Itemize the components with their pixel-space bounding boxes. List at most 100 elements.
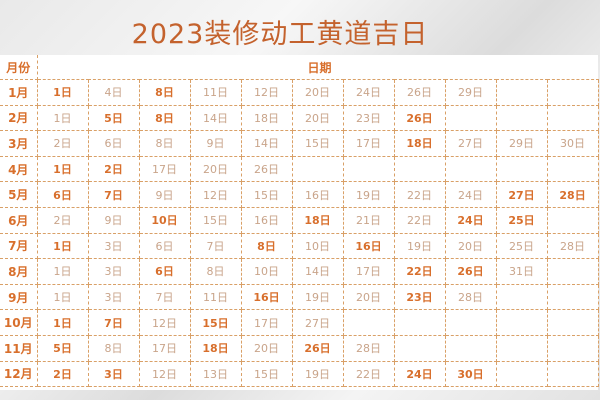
- date-cell: 27日: [291, 309, 344, 336]
- date-cell: 8日: [87, 334, 140, 362]
- date-cell: 29日: [444, 79, 497, 106]
- empty-cell: [444, 309, 497, 336]
- empty-cell: [342, 155, 395, 183]
- empty-cell: [393, 309, 446, 336]
- date-cell: 7日: [87, 181, 140, 208]
- empty-cell: [444, 104, 497, 132]
- date-cell: 6日: [87, 130, 140, 157]
- date-cell: 1日: [36, 232, 89, 260]
- date-cell: 22日: [393, 258, 446, 285]
- date-cell: 24日: [444, 181, 497, 208]
- empty-cell: [546, 79, 599, 106]
- empty-cell: [546, 334, 599, 362]
- date-cell: 20日: [291, 104, 344, 132]
- date-cell: 15日: [189, 309, 242, 336]
- table-row: 8月 1日 3日 6日 8日 10日 14日 17日 22日 26日 31日: [0, 258, 599, 285]
- date-cell: 22日: [342, 360, 395, 388]
- empty-cell: [495, 309, 548, 336]
- date-cell: 20日: [240, 334, 293, 362]
- date-cell: 29日: [495, 130, 548, 157]
- date-cell: 26日: [240, 155, 293, 183]
- date-cell: 18日: [189, 334, 242, 362]
- date-cell: 10日: [291, 232, 344, 260]
- date-cell: 25日: [495, 232, 548, 260]
- date-cell: 3日: [87, 258, 140, 285]
- empty-cell: [546, 155, 599, 183]
- date-cell: 1日: [36, 79, 89, 106]
- date-cell: 20日: [189, 155, 242, 183]
- date-cell: 24日: [342, 79, 395, 106]
- empty-cell: [444, 334, 497, 362]
- date-cell: 20日: [444, 232, 497, 260]
- date-cell: 5日: [36, 334, 89, 362]
- date-cell: 26日: [393, 79, 446, 106]
- date-cell: 3日: [87, 360, 140, 388]
- date-cell: 6日: [138, 258, 191, 285]
- date-cell: 7日: [138, 283, 191, 311]
- date-cell: 23日: [393, 283, 446, 311]
- empty-cell: [495, 104, 548, 132]
- date-cell: 27日: [495, 181, 548, 208]
- dates-header: 日期: [37, 55, 599, 80]
- month-cell: 10月: [0, 309, 38, 336]
- date-cell: 17日: [342, 130, 395, 157]
- date-cell: 22日: [393, 181, 446, 208]
- table-row: 4月 1日 2日 17日 20日 26日: [0, 155, 599, 183]
- date-cell: 1日: [36, 283, 89, 311]
- empty-cell: [495, 79, 548, 106]
- date-cell: 1日: [36, 104, 89, 132]
- table-header: 月份 日期: [0, 55, 599, 80]
- month-cell: 1月: [0, 79, 38, 106]
- date-cell: 28日: [444, 283, 497, 311]
- table-row: 7月 1日 3日 6日 7日 8日 10日 16日 19日 20日 25日 28日: [0, 232, 599, 260]
- date-cell: 11日: [189, 79, 242, 106]
- date-cell: 2日: [36, 130, 89, 157]
- date-cell: 17日: [240, 309, 293, 336]
- table-row: 11月 5日 8日 17日 18日 20日 26日 28日: [0, 334, 599, 362]
- empty-cell: [291, 155, 344, 183]
- date-cell: 15日: [189, 206, 242, 234]
- date-cell: 8日: [138, 104, 191, 132]
- date-cell: 21日: [342, 206, 395, 234]
- table-row: 10月 1日 7日 12日 15日 17日 27日: [0, 309, 599, 336]
- month-cell: 4月: [0, 155, 38, 183]
- date-cell: 19日: [393, 232, 446, 260]
- date-cell: 8日: [189, 258, 242, 285]
- table-row: 3月 2日 6日 8日 9日 14日 15日 17日 18日 27日 29日 30日: [0, 130, 599, 157]
- date-cell: 10日: [240, 258, 293, 285]
- date-cell: 28日: [546, 181, 599, 208]
- date-cell: 8日: [138, 79, 191, 106]
- date-cell: 12日: [240, 79, 293, 106]
- empty-cell: [546, 206, 599, 234]
- date-cell: 30日: [444, 360, 497, 388]
- date-cell: 12日: [189, 181, 242, 208]
- empty-cell: [444, 155, 497, 183]
- month-cell: 6月: [0, 206, 38, 234]
- date-cell: 9日: [189, 130, 242, 157]
- date-cell: 6日: [138, 232, 191, 260]
- date-cell: 19日: [342, 181, 395, 208]
- date-cell: 26日: [291, 334, 344, 362]
- date-cell: 2日: [87, 155, 140, 183]
- date-cell: 16日: [291, 181, 344, 208]
- date-cell: 7日: [87, 309, 140, 336]
- empty-cell: [342, 309, 395, 336]
- date-cell: 5日: [87, 104, 140, 132]
- date-cell: 28日: [342, 334, 395, 362]
- date-cell: 19日: [291, 360, 344, 388]
- date-cell: 15日: [240, 181, 293, 208]
- date-cell: 17日: [342, 258, 395, 285]
- date-cell: 11日: [189, 283, 242, 311]
- date-cell: 1日: [36, 155, 89, 183]
- date-cell: 9日: [138, 181, 191, 208]
- month-cell: 11月: [0, 334, 38, 362]
- table-row: 2月 1日 5日 8日 14日 18日 20日 23日 26日: [0, 104, 599, 132]
- date-cell: 1日: [36, 309, 89, 336]
- date-cell: 17日: [138, 334, 191, 362]
- date-cell: 31日: [495, 258, 548, 285]
- month-cell: 12月: [0, 360, 38, 388]
- date-cell: 9日: [87, 206, 140, 234]
- date-cell: 25日: [495, 206, 548, 234]
- empty-cell: [495, 360, 548, 388]
- table-row: 6月 2日 9日 10日 15日 16日 18日 21日 22日 24日 25日: [0, 206, 599, 234]
